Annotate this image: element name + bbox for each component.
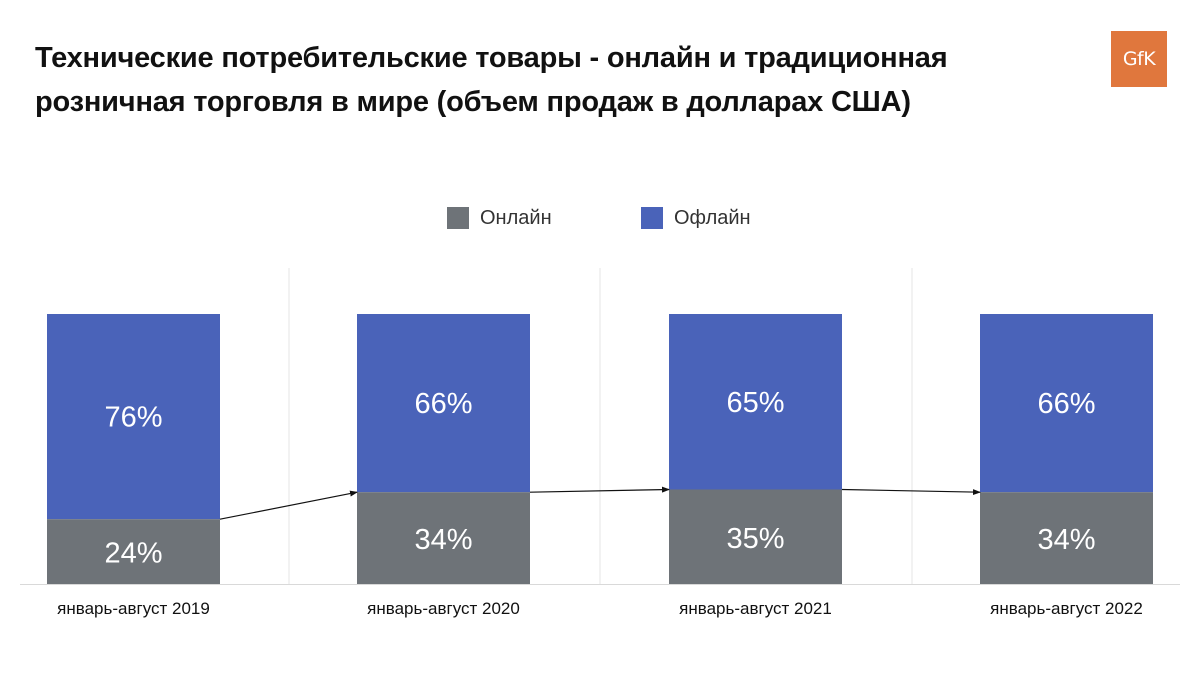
trend-arrow-2 [529, 486, 670, 493]
bar-offline-4 [980, 314, 1153, 493]
bar-online-2 [357, 492, 530, 584]
bar-label-online-3: 35% [726, 523, 784, 555]
chart-title: Технические потребительские товары - онл… [35, 42, 948, 118]
bar-label-offline-2: 66% [414, 388, 472, 420]
gfk-logo: GfK [1111, 31, 1167, 87]
legend-label-online: Онлайн [480, 206, 552, 229]
legend-swatch-offline [641, 207, 663, 229]
trend-arrow-3 [841, 488, 981, 496]
trend-arrow-1 [219, 490, 358, 520]
legend-label-offline: Офлайн [674, 206, 751, 229]
bar-offline-2 [357, 314, 530, 493]
bar-label-online-2: 34% [414, 524, 472, 556]
bar-label-offline-3: 65% [726, 387, 784, 419]
bar-online-4 [980, 492, 1153, 584]
legend-item-online: Онлайн [447, 203, 552, 233]
bar-label-online-1: 24% [104, 538, 162, 570]
bar-label-offline-1: 76% [104, 402, 162, 434]
bar-offline-3 [669, 314, 842, 490]
bar-online-1 [47, 519, 220, 584]
category-label-3: январь-август 2021 [679, 599, 832, 618]
category-label-4: январь-август 2022 [990, 599, 1143, 618]
chart-legend: Онлайн Офлайн [0, 203, 1200, 233]
bar-label-online-4: 34% [1037, 524, 1095, 556]
legend-item-offline: Офлайн [641, 203, 751, 233]
bar-offline-1 [47, 314, 220, 520]
bar-label-offline-4: 66% [1037, 388, 1095, 420]
category-label-1: январь-август 2019 [57, 599, 210, 618]
legend-swatch-online [447, 207, 469, 229]
bar-online-3 [669, 489, 842, 584]
category-label-2: январь-август 2020 [367, 599, 520, 618]
